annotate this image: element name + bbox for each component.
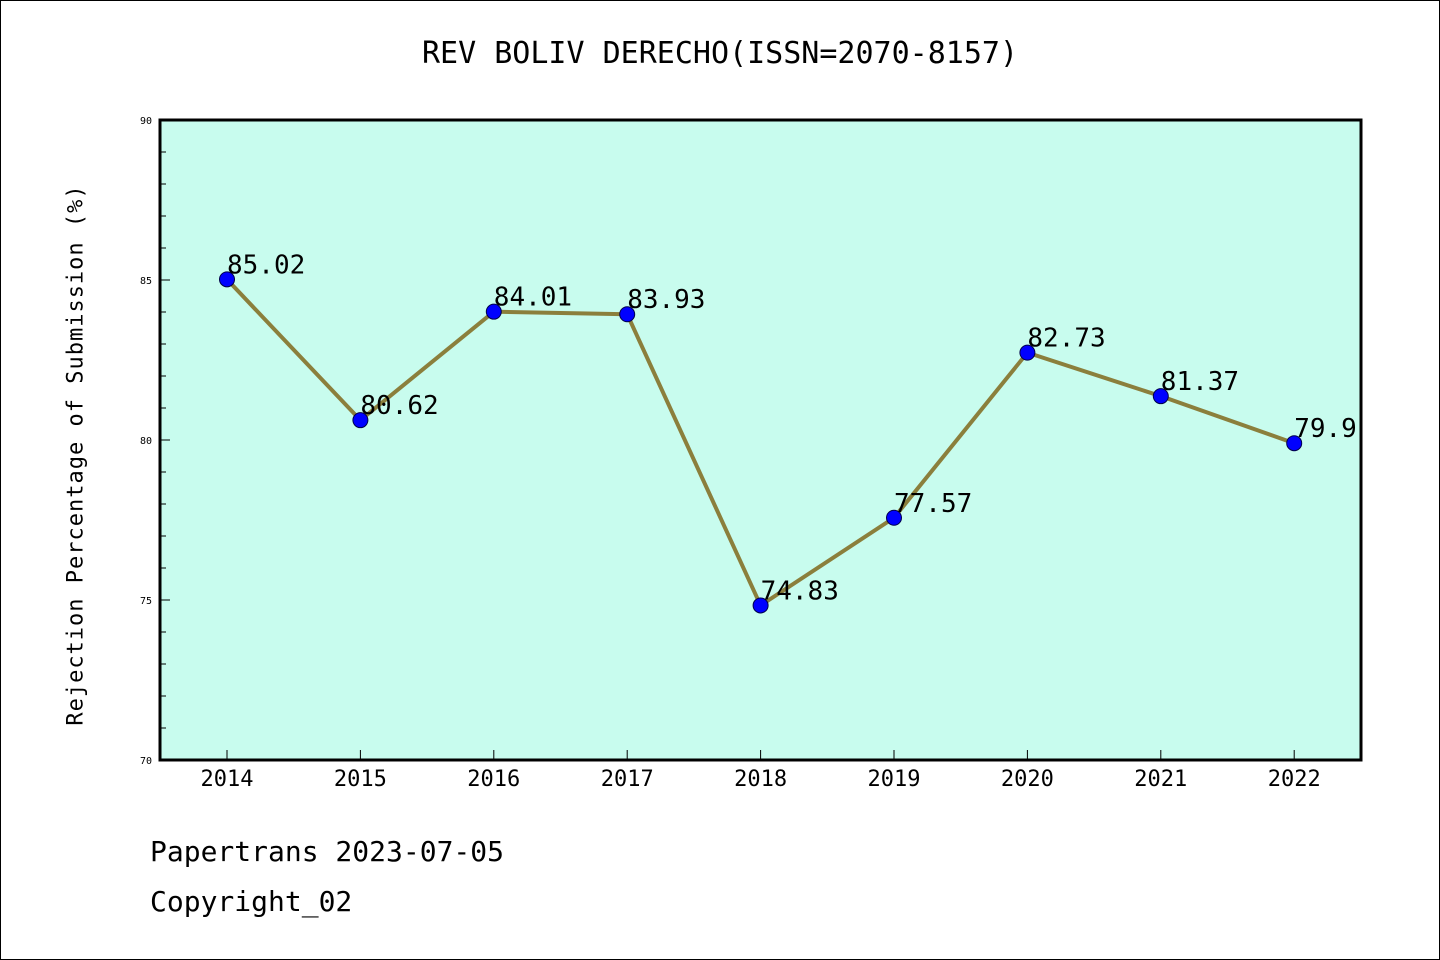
data-point	[219, 271, 235, 288]
data-point	[1286, 435, 1303, 452]
plot-area	[158, 118, 1363, 762]
x-tick-label: 2022	[1268, 767, 1321, 792]
data-point	[1019, 344, 1036, 361]
x-axis: 2014 2015 2016 2017 2018 2019 2020 2021 2022	[201, 750, 1321, 792]
y-axis: 70 75 80 85 90	[140, 116, 170, 767]
series-group: 85.02 80.62 84.01 83.93 74.83 77.57 82.73 81.37…	[219, 250, 1357, 614]
chart-title: REV BOLIV DERECHO(ISSN=2070-8157)	[421, 36, 1019, 71]
x-tick-label: 2017	[601, 767, 654, 792]
data-point	[619, 306, 636, 323]
data-point	[1152, 388, 1169, 405]
data-point	[485, 303, 502, 320]
data-label: 79.9	[1294, 414, 1357, 444]
y-tick-label: 70	[140, 756, 152, 767]
x-tick-label: 2014	[201, 767, 254, 792]
y-tick-label: 80	[140, 436, 152, 447]
data-label: 82.73	[1027, 324, 1105, 354]
data-label: 85.02	[227, 250, 305, 280]
data-label: 84.01	[494, 283, 572, 313]
data-label: 83.93	[627, 285, 705, 315]
data-label: 74.83	[761, 576, 839, 606]
data-label: 80.62	[360, 391, 438, 421]
x-tick-label: 2016	[467, 767, 520, 792]
data-label: 81.37	[1161, 367, 1239, 397]
data-point	[352, 412, 369, 429]
x-tick-label: 2018	[734, 767, 787, 792]
data-point	[752, 597, 769, 614]
footer-source: Papertrans 2023-07-05	[150, 835, 505, 868]
y-tick-label: 75	[140, 596, 152, 607]
y-tick-label: 90	[140, 116, 152, 127]
data-point	[886, 509, 902, 526]
footer-copyright: Copyright_02	[150, 885, 353, 918]
x-tick-label: 2020	[1001, 767, 1054, 792]
x-tick-label: 2019	[868, 767, 921, 792]
data-label: 77.57	[894, 489, 972, 519]
x-tick-label: 2021	[1134, 767, 1187, 792]
y-tick-label: 85	[140, 276, 152, 287]
x-tick-label: 2015	[334, 767, 387, 792]
